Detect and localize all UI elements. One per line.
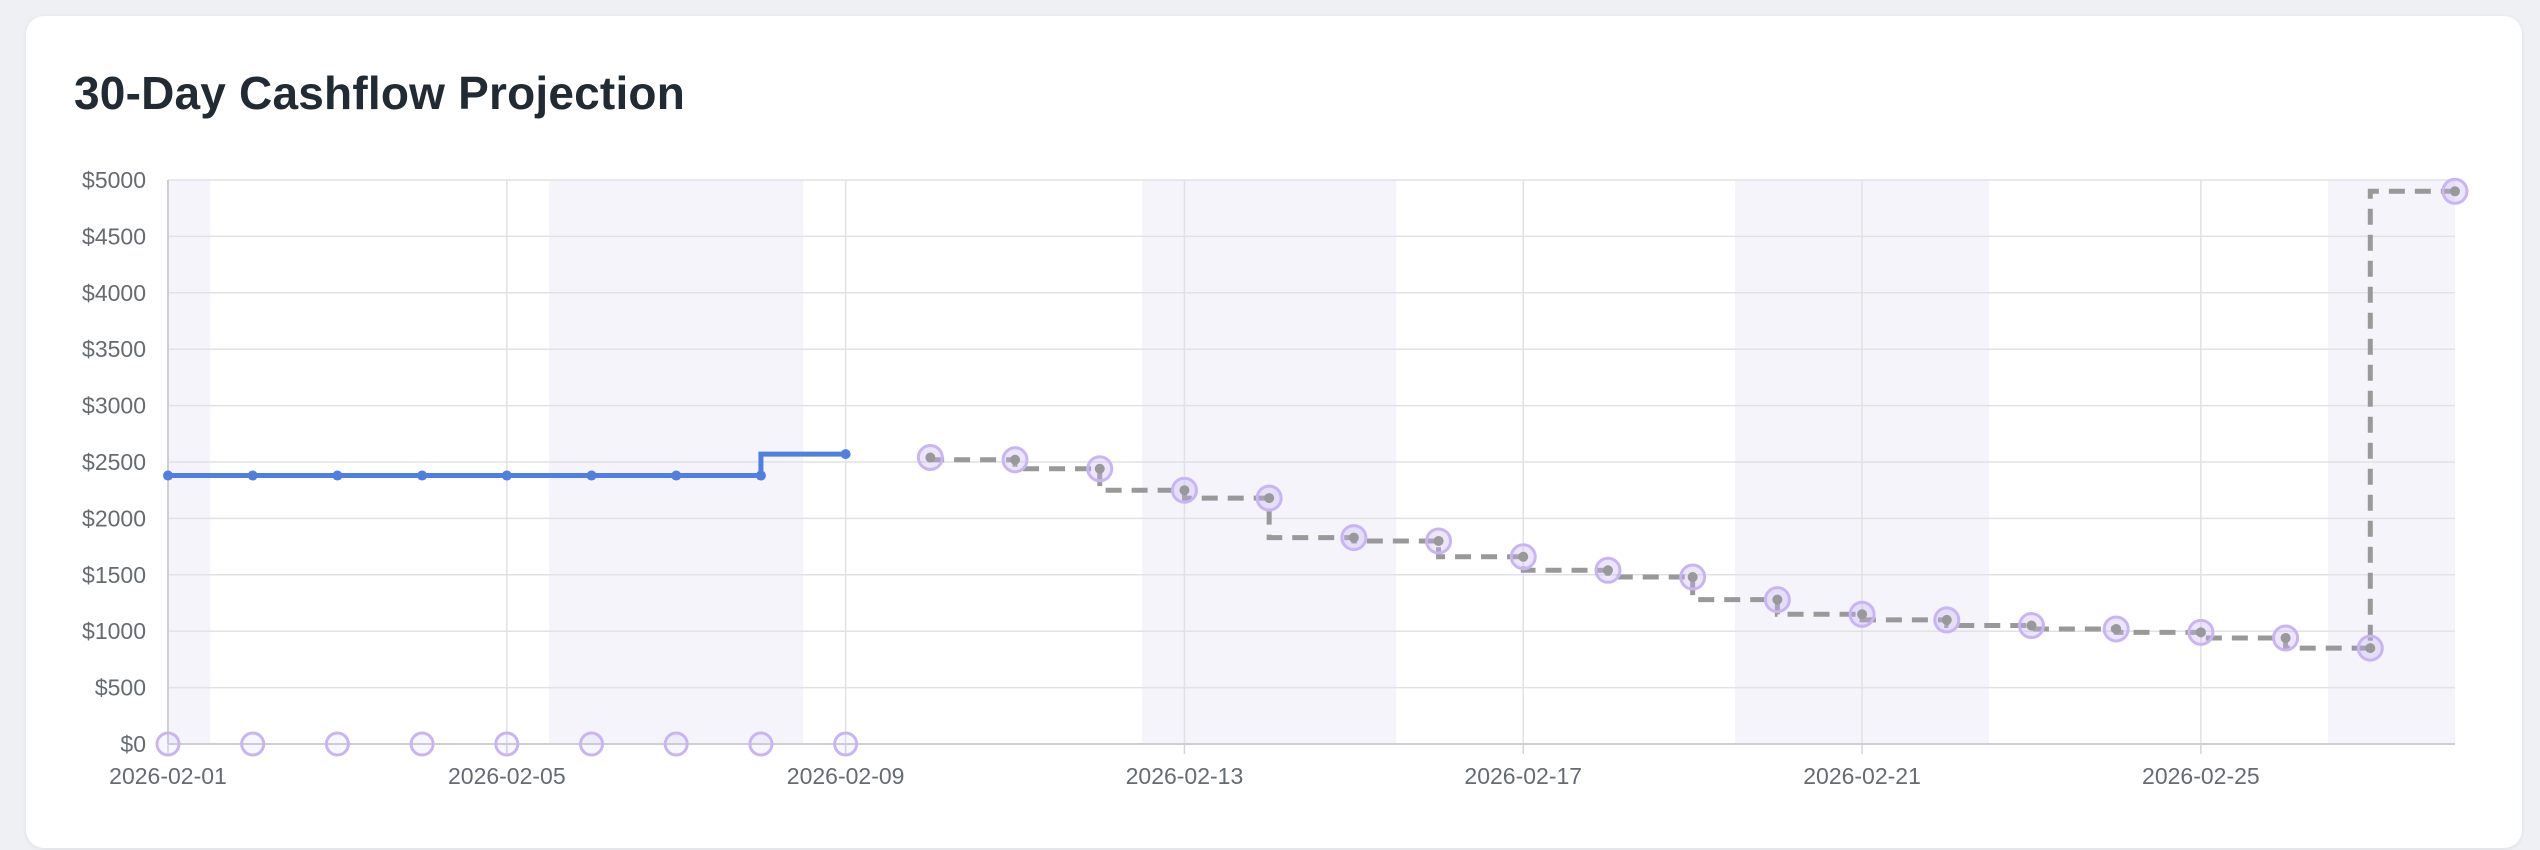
event-marker bbox=[748, 731, 774, 757]
actual-point bbox=[755, 470, 766, 481]
projected-point bbox=[2111, 623, 2122, 634]
x-tick-label: 2026-02-05 bbox=[448, 763, 566, 789]
event-marker bbox=[494, 731, 520, 757]
event-marker bbox=[324, 731, 350, 757]
actual-point bbox=[332, 470, 343, 481]
projected-point bbox=[925, 452, 936, 463]
x-tick-label: 2026-02-01 bbox=[109, 763, 227, 789]
projected-point bbox=[2365, 643, 2376, 654]
actual-point bbox=[586, 470, 597, 481]
y-tick-label: $3000 bbox=[82, 393, 146, 419]
y-tick-label: $0 bbox=[120, 731, 146, 757]
projected-point bbox=[1433, 535, 1444, 546]
event-marker bbox=[579, 731, 605, 757]
event-marker bbox=[833, 731, 859, 757]
projected-point bbox=[2450, 186, 2460, 197]
y-tick-label: $4500 bbox=[82, 223, 146, 249]
actual-point bbox=[671, 470, 682, 481]
y-tick-label: $2000 bbox=[82, 505, 146, 531]
projected-point bbox=[1094, 463, 1105, 474]
projected-point bbox=[1518, 551, 1529, 562]
x-tick-label: 2026-02-09 bbox=[787, 763, 905, 789]
projected-point bbox=[1264, 493, 1275, 504]
event-marker bbox=[409, 731, 435, 757]
projected-point bbox=[1010, 454, 1021, 465]
x-tick-label: 2026-02-17 bbox=[1464, 763, 1582, 789]
y-tick-label: $1500 bbox=[82, 562, 146, 588]
projected-point bbox=[1179, 485, 1190, 496]
projected-point bbox=[1857, 609, 1868, 620]
actual-point bbox=[247, 470, 258, 481]
y-tick-label: $500 bbox=[95, 675, 146, 701]
projected-point bbox=[2026, 620, 2037, 631]
actual-point bbox=[501, 470, 512, 481]
x-tick-label: 2026-02-13 bbox=[1126, 763, 1244, 789]
projected-point bbox=[1772, 594, 1783, 605]
projected-point bbox=[1602, 565, 1613, 576]
y-tick-label: $1000 bbox=[82, 618, 146, 644]
y-tick-label: $4000 bbox=[82, 280, 146, 306]
actual-point bbox=[417, 470, 428, 481]
y-tick-label: $5000 bbox=[82, 167, 146, 193]
actual-point bbox=[163, 470, 173, 481]
projected-point bbox=[1348, 532, 1359, 543]
y-tick-label: $3500 bbox=[82, 336, 146, 362]
event-marker bbox=[240, 731, 266, 757]
projected-point bbox=[1687, 572, 1698, 583]
projected-point bbox=[2195, 627, 2206, 638]
actual-point bbox=[840, 449, 851, 460]
event-marker bbox=[663, 731, 689, 757]
page-title: 30-Day Cashflow Projection bbox=[74, 67, 686, 119]
y-tick-label: $2500 bbox=[82, 449, 146, 475]
x-tick-label: 2026-02-25 bbox=[2142, 763, 2260, 789]
event-marker bbox=[155, 731, 181, 757]
actual-balance-line bbox=[168, 451, 846, 479]
projected-point bbox=[2280, 632, 2291, 643]
projected-point bbox=[1941, 614, 1952, 625]
x-tick-label: 2026-02-21 bbox=[1803, 763, 1921, 789]
